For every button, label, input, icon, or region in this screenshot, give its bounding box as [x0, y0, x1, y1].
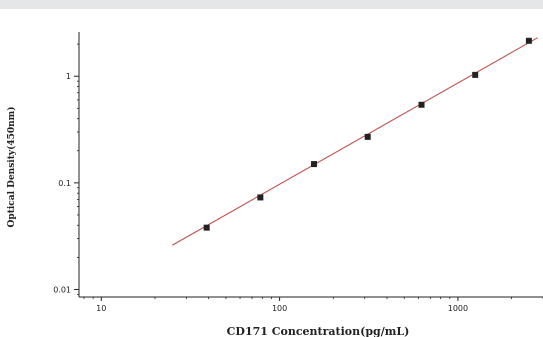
y-tick-label: 0.1: [58, 179, 71, 188]
chart-canvas: 10 100 1000 0.01 0.1 1 CD171 Concentration(pg…: [6, 32, 543, 337]
data-point: [311, 161, 318, 168]
y-axis-title: Optical Density(450nm): [6, 107, 17, 228]
data-point: [418, 101, 425, 108]
ticks: 10 100 1000 0.01 0.1 1: [53, 43, 543, 313]
data-point: [525, 37, 532, 44]
data-point: [364, 133, 371, 140]
fit-line-group: [171, 37, 538, 246]
data-point: [257, 194, 264, 201]
chart-figure: 10 100 1000 0.01 0.1 1 CD171 Concentration(pg…: [0, 9, 543, 337]
x-axis-title: CD171 Concentration(pg/mL): [227, 325, 410, 337]
fit-line: [171, 37, 538, 246]
data-points: [203, 37, 532, 231]
data-point: [203, 224, 210, 231]
x-tick-label: 10: [96, 304, 106, 313]
y-tick-label: 1: [66, 72, 71, 81]
data-point: [472, 71, 479, 78]
axes: [78, 32, 543, 298]
y-tick-label: 0.01: [53, 285, 71, 294]
x-tick-label: 1000: [448, 304, 468, 313]
x-tick-label: 100: [272, 304, 287, 313]
